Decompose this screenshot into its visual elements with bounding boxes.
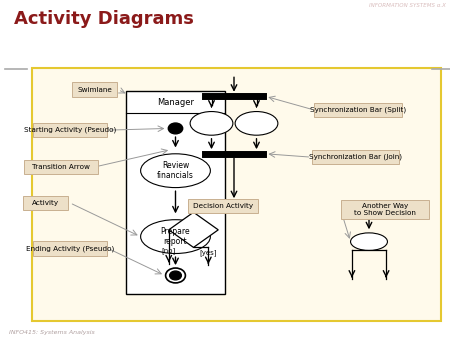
Ellipse shape [235,112,278,135]
Text: Ending Activity (Pseudo): Ending Activity (Pseudo) [26,245,114,252]
Text: Manager: Manager [157,98,194,107]
FancyBboxPatch shape [341,200,428,219]
Bar [126,91,225,294]
FancyBboxPatch shape [311,150,400,164]
Circle shape [170,271,181,280]
Text: Synchronization Bar (Join): Synchronization Bar (Join) [309,154,402,161]
Text: Swimlane: Swimlane [77,87,112,93]
Text: INFO415: Systems Analysis: INFO415: Systems Analysis [9,330,95,335]
Text: INFORMATION SYSTEMS α.X: INFORMATION SYSTEMS α.X [369,3,446,8]
Ellipse shape [190,112,233,135]
FancyBboxPatch shape [72,82,117,97]
FancyBboxPatch shape [32,68,441,321]
Ellipse shape [140,154,211,188]
Polygon shape [169,212,218,247]
Circle shape [166,268,185,283]
Text: Synchronization Bar (Split): Synchronization Bar (Split) [310,106,406,113]
FancyBboxPatch shape [24,160,98,174]
Circle shape [168,123,183,134]
Text: Activity Diagrams: Activity Diagrams [14,10,194,28]
Text: Prepare
report: Prepare report [161,227,190,246]
FancyBboxPatch shape [32,123,107,137]
FancyBboxPatch shape [314,103,402,117]
Text: Another Way
to Show Decision: Another Way to Show Decision [354,203,416,216]
Text: Review
financials: Review financials [157,161,194,180]
Text: Starting Activity (Pseudo): Starting Activity (Pseudo) [23,127,116,134]
Text: [yes]: [yes] [200,249,217,256]
FancyBboxPatch shape [188,199,257,213]
Text: [no]: [no] [162,247,176,254]
FancyBboxPatch shape [22,196,68,210]
Ellipse shape [140,220,211,254]
Ellipse shape [351,233,387,250]
Text: Transition Arrow: Transition Arrow [32,164,90,170]
Text: Activity: Activity [32,200,58,206]
FancyBboxPatch shape [32,241,107,256]
Text: Decision Activity: Decision Activity [193,203,253,209]
